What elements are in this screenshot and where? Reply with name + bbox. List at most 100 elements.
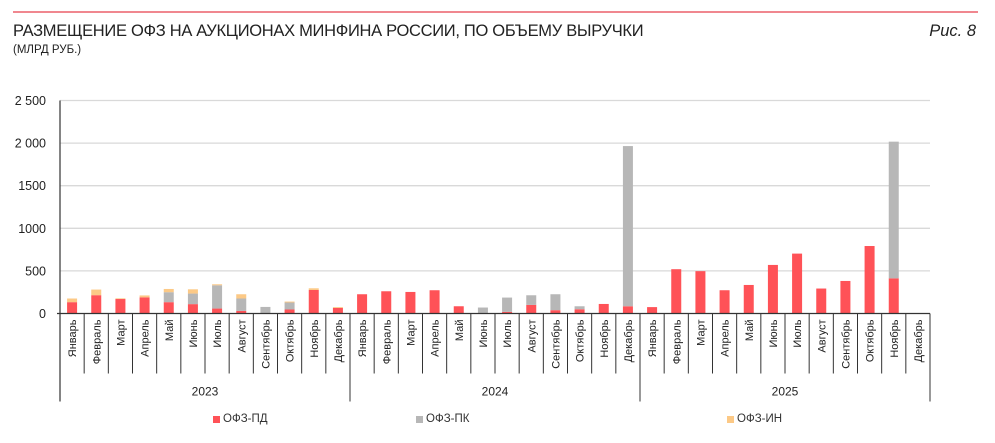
bar-segment-pd	[429, 290, 440, 314]
bar-segment-pk	[622, 146, 633, 307]
bar-segment-pk	[574, 306, 585, 310]
bar-segment-pk	[888, 141, 899, 279]
x-tick-label: Март	[115, 320, 127, 346]
x-tick-label: Ноябрь	[599, 319, 611, 357]
top-rule	[13, 11, 978, 13]
bar-segment-pd	[526, 304, 537, 314]
bar-segment-pd	[767, 264, 778, 314]
bar-segment-in	[187, 289, 198, 294]
x-tick-label: Май	[744, 320, 756, 342]
bar-segment-pd	[719, 290, 730, 314]
bar-segment-pd	[647, 307, 658, 314]
x-tick-label: Сентябрь	[840, 319, 852, 369]
bar-segment-pk	[550, 294, 561, 311]
x-tick-label: Август	[236, 320, 248, 353]
x-tick-label: Июль	[502, 319, 514, 347]
x-tick-label: Декабрь	[913, 319, 925, 362]
bar-segment-pd	[888, 278, 899, 314]
x-tick-label: Январь	[647, 319, 659, 357]
x-tick-label: Июль	[212, 319, 224, 347]
legend-item-pd: ОФЗ-ПД	[213, 413, 268, 425]
bar-segment-pk	[163, 292, 174, 303]
x-tick-label: Июнь	[478, 319, 490, 347]
bar-segment-pd	[453, 306, 464, 314]
y-tick-label: 0	[39, 307, 46, 321]
x-tick-label: Январь	[357, 319, 369, 357]
bar-segment-in	[308, 288, 319, 290]
bar-segment-in	[236, 294, 247, 299]
bar-segment-pd	[332, 307, 343, 314]
bar-segment-pk	[502, 297, 513, 312]
x-tick-label: Август	[526, 320, 538, 353]
bar-segment-pd	[502, 311, 513, 314]
bar-segment-pd	[236, 310, 247, 314]
bar-segment-pk	[526, 295, 537, 305]
legend-swatch-pd	[213, 415, 220, 423]
y-tick-label: 500	[25, 264, 46, 278]
x-tick-label: Декабрь	[623, 319, 635, 362]
bar-segment-pd	[187, 304, 198, 314]
bar-segment-pk	[236, 298, 247, 311]
x-tick-label: Сентябрь	[260, 319, 272, 369]
legend-label-pk: ОФЗ-ПК	[426, 413, 470, 425]
bar-segment-pk	[212, 285, 223, 309]
x-tick-label: Октябрь	[285, 319, 297, 362]
bar-segment-pk	[284, 302, 295, 310]
x-tick-label: Апрель	[430, 319, 442, 357]
bar-segment-pd	[550, 310, 561, 314]
year-group-label: 2023	[192, 385, 219, 399]
bar-segment-pd	[308, 289, 319, 314]
bar-segment-pd	[357, 294, 368, 314]
bar-segment-in	[67, 298, 78, 303]
bar-segment-pd	[115, 299, 126, 314]
y-tick-label: 1000	[18, 222, 46, 236]
bar-segment-pd	[864, 246, 875, 314]
x-tick-label: Январь	[67, 319, 79, 357]
bar-segment-pd	[139, 297, 150, 314]
bar-segment-pd	[671, 269, 682, 314]
bar-segment-in	[163, 288, 174, 293]
bar-segment-pd	[695, 271, 706, 314]
x-tick-label: Февраль	[91, 319, 103, 364]
bar-segment-in	[212, 284, 223, 286]
legend-label-in: ОФЗ-ИН	[737, 413, 783, 425]
bar-segment-in	[91, 289, 102, 296]
legend-label-pd: ОФЗ-ПД	[223, 413, 268, 425]
bar-segment-pk	[187, 293, 198, 305]
x-tick-label: Октябрь	[865, 319, 877, 362]
x-tick-label: Март	[405, 320, 417, 346]
bar-segment-pd	[574, 309, 585, 314]
bar-segment-pd	[284, 309, 295, 314]
chart-subtitle: (МЛРД РУБ.)	[13, 44, 82, 56]
bar-segment-pd	[67, 302, 78, 314]
x-tick-label: Декабрь	[333, 319, 345, 362]
bar-segment-pd	[212, 308, 223, 314]
bar-segment-pd	[840, 280, 851, 314]
bar-segment-in	[139, 295, 150, 298]
bar-segment-in	[115, 298, 126, 300]
year-group-label: 2024	[482, 385, 509, 399]
x-tick-label: Ноябрь	[309, 319, 321, 357]
y-tick-label: 1500	[18, 179, 46, 193]
legend-item-pk: ОФЗ-ПК	[416, 413, 469, 425]
y-tick-label: 2 000	[15, 137, 46, 151]
bar-segment-pk	[477, 307, 488, 314]
bar-segment-pd	[622, 306, 633, 314]
bar-segment-pk	[260, 306, 271, 314]
x-tick-label: Октябрь	[575, 319, 587, 362]
year-group-label: 2025	[772, 385, 799, 399]
x-tick-label: Июнь	[768, 319, 780, 347]
figure-label: Рис. 8	[929, 22, 976, 40]
x-tick-label: Май	[454, 320, 466, 342]
x-tick-label: Март	[695, 320, 707, 346]
legend-swatch-pk	[416, 415, 423, 423]
bar-segment-pd	[598, 303, 609, 314]
x-tick-label: Ноябрь	[889, 319, 901, 357]
legend-swatch-in	[727, 415, 734, 423]
x-tick-label: Февраль	[381, 319, 393, 364]
bar-segment-in	[332, 307, 343, 308]
bar-segment-pd	[743, 284, 754, 314]
x-tick-label: Апрель	[140, 319, 152, 357]
x-tick-label: Август	[816, 320, 828, 353]
